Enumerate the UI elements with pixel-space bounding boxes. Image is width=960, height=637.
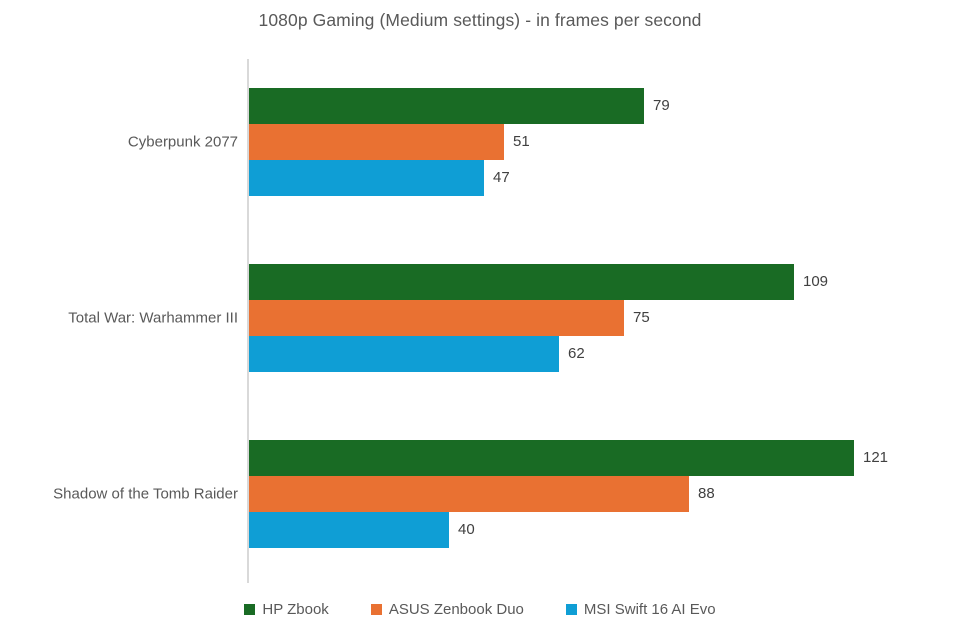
bar-hp-zbook xyxy=(249,88,644,124)
chart-title: 1080p Gaming (Medium settings) - in fram… xyxy=(258,10,702,30)
value-label: 51 xyxy=(513,133,530,150)
bar-asus-zenbook-duo xyxy=(249,300,624,336)
bar-hp-zbook xyxy=(249,264,794,300)
legend-swatch-icon xyxy=(370,604,382,615)
category-label: Cyberpunk 2077 xyxy=(127,133,238,151)
legend-item-hp-zbook: HP Zbook xyxy=(244,601,329,618)
bar-msi-swift-16-ai-evo xyxy=(249,512,449,548)
category-label: Total War: Warhammer III xyxy=(68,309,238,327)
value-label: 62 xyxy=(568,345,585,362)
legend-label: MSI Swift 16 AI Evo xyxy=(583,601,716,618)
value-label: 88 xyxy=(698,485,715,502)
bar-msi-swift-16-ai-evo xyxy=(249,160,484,196)
value-label: 75 xyxy=(633,309,650,326)
bar-msi-swift-16-ai-evo xyxy=(249,336,559,372)
legend-swatch-icon xyxy=(244,604,256,615)
legend-item-asus-zenbook-duo: ASUS Zenbook Duo xyxy=(370,601,524,618)
value-label: 40 xyxy=(458,521,475,538)
bar-asus-zenbook-duo xyxy=(249,476,689,512)
bar-asus-zenbook-duo xyxy=(249,124,504,160)
legend-item-msi-swift-16-ai-evo: MSI Swift 16 AI Evo xyxy=(565,601,716,618)
value-label: 121 xyxy=(863,449,889,466)
category-axis-line xyxy=(247,59,249,583)
value-label: 79 xyxy=(653,97,670,114)
value-label: 109 xyxy=(803,273,829,290)
category-label: Shadow of the Tomb Raider xyxy=(53,485,238,503)
legend: HP Zbook ASUS Zenbook Duo MSI Swift 16 AI … xyxy=(0,601,960,618)
value-label: 47 xyxy=(493,169,510,186)
bar-hp-zbook xyxy=(249,440,854,476)
legend-label: ASUS Zenbook Duo xyxy=(388,601,524,618)
legend-label: HP Zbook xyxy=(262,601,329,618)
legend-swatch-icon xyxy=(565,604,577,615)
